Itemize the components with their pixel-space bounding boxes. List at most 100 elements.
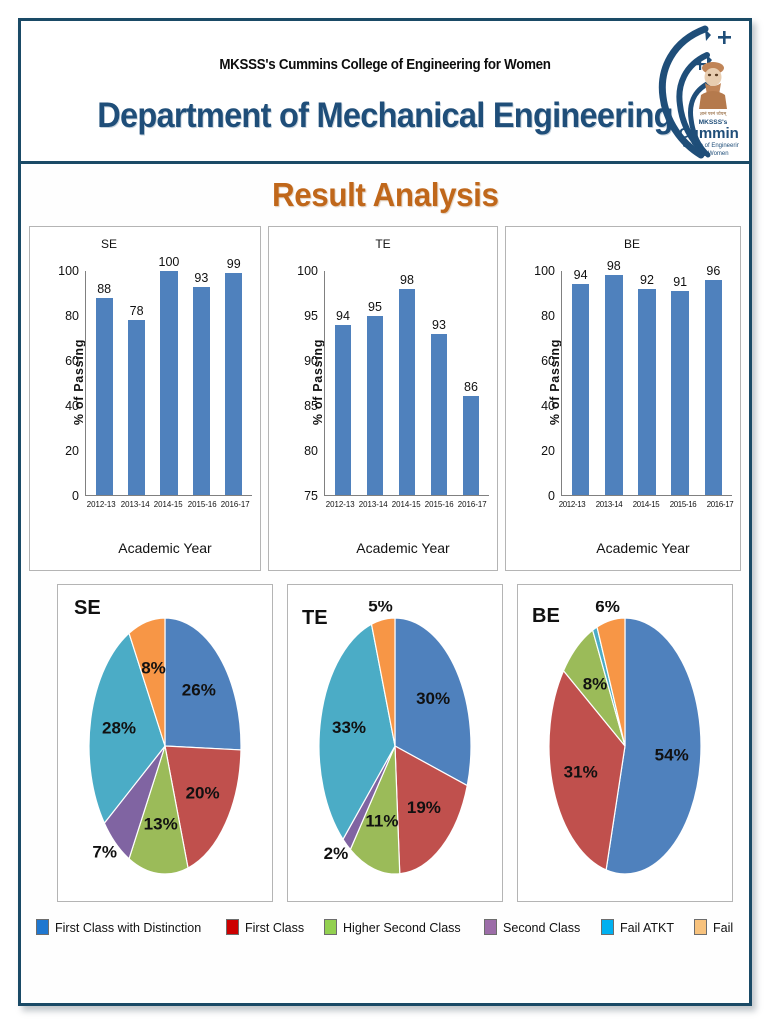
bar-chart-te-xticks: 2012-13 2013-14 2014-15 2015-16 2016-17: [324, 499, 489, 509]
bar: [95, 297, 113, 495]
bar: [225, 273, 243, 495]
xtick: 2014-15: [632, 499, 660, 509]
legend-item-first-class-with-distinction: First Class with Distinction: [35, 919, 209, 935]
bar-item: 93: [425, 271, 452, 495]
pie-chart-be-graphic: 54% 31% 8% 6%: [548, 601, 702, 875]
xtick: 2014-15: [392, 499, 421, 509]
ytick: 80: [541, 309, 555, 323]
pie-chart-te-graphic: 30% 19% 11% 2% 33% 5%: [318, 601, 472, 875]
pie-slice-label: 54%: [655, 745, 689, 764]
pie-slice-label: 28%: [102, 718, 136, 737]
founder-portrait-icon: [699, 62, 727, 109]
ytick: 40: [541, 399, 555, 413]
bar: [671, 291, 689, 495]
bar-chart-be-yticks: 0 20 40 60 80 100: [528, 264, 558, 503]
bar-chart-se-yticks: 0 20 40 60 80 100: [52, 264, 82, 503]
bar: [605, 275, 623, 495]
bar-item: 94: [329, 271, 356, 495]
bar-item: 94: [566, 268, 594, 495]
bar-item: 88: [90, 271, 118, 495]
pie-slice-label: 13%: [144, 814, 178, 833]
pie-chart-te: TE 30% 19% 11% 2% 33% 5%: [287, 584, 503, 902]
xtick: 2012-13: [87, 499, 117, 509]
bar-value-label: 96: [706, 263, 721, 278]
pie-slice-label: 7%: [92, 842, 117, 861]
legend-item-higher-second-class: Higher Second Class: [323, 919, 467, 935]
poster-header: MKSSS's Cummins College of Engineering f…: [21, 21, 749, 164]
bar-item: 98: [393, 271, 420, 495]
legend-swatch-icon: [694, 919, 708, 935]
pie-chart-be-title: BE: [532, 605, 560, 627]
bar-item: 91: [666, 271, 694, 495]
legend-swatch-icon: [323, 919, 337, 935]
xtick: 2015-16: [187, 499, 217, 509]
ytick: 85: [304, 399, 318, 413]
xtick: 2014-15: [154, 499, 183, 509]
pie-slice: [394, 617, 472, 787]
pie-slice-label: 26%: [182, 680, 216, 699]
bar: [430, 333, 448, 495]
ytick: 90: [304, 354, 318, 368]
bar: [366, 315, 384, 495]
bar-item: 93: [188, 271, 216, 495]
bar-value-label: 88: [97, 281, 112, 296]
svg-text:Cummins: Cummins: [679, 125, 739, 142]
bar-item: 100: [155, 255, 183, 495]
bar: [192, 286, 210, 495]
ytick: 80: [304, 444, 318, 458]
bar-value-label: 98: [400, 272, 414, 287]
pie-slice-label: 19%: [407, 798, 441, 817]
ytick: 100: [58, 264, 79, 278]
bar-chart-se-bars: 88 78 100 93: [88, 255, 250, 495]
legend-label: Fail ATKT: [620, 919, 675, 935]
ytick: 75: [304, 489, 318, 503]
title-band: Result Analysis: [21, 164, 749, 226]
ytick: 60: [65, 354, 79, 368]
pie-slice-label: 31%: [564, 762, 598, 781]
pie-slice: [605, 617, 702, 875]
bar-item: 96: [699, 264, 727, 495]
legend-item-fail-atkt: Fail ATKT: [601, 919, 677, 935]
bar-chart-be-bars: 94 98 92 91: [564, 259, 730, 495]
pie-slice-label: 6%: [595, 601, 620, 616]
legend-swatch-icon: [483, 919, 497, 935]
xtick: 2013-14: [359, 499, 388, 509]
legend-item-second-class: Second Class: [483, 919, 584, 935]
pie-slice-label: 30%: [416, 689, 450, 708]
bar: [128, 320, 146, 495]
bar: [638, 288, 656, 495]
pie-charts-row: SE 26% 20% 13% 7% 28% 8% TE 30% 19% 11% 2% 33% 5% …: [21, 574, 749, 904]
bar-chart-se-xlabel: Academic Year: [118, 540, 212, 556]
legend-item-first-class: First Class: [225, 919, 307, 935]
poster-page: MKSSS's Cummins College of Engineering f…: [18, 18, 752, 1006]
cummins-college-logo-icon: ज्ञानं परमं ध्येयम् MKSSS's Cummins Coll…: [658, 25, 739, 159]
ytick: 100: [534, 264, 555, 278]
bar-charts-row: SE % of Passing 0 20 40 60 80 100 88: [21, 226, 749, 574]
ytick: 60: [541, 354, 555, 368]
ytick: 20: [65, 444, 79, 458]
pie-chart-se-title: SE: [74, 597, 101, 619]
bar-value-label: 91: [673, 275, 688, 290]
pie-slice-label: 8%: [583, 674, 608, 693]
bar-chart-te: TE % of Passing 75 80 85 90 95 100 94: [268, 226, 498, 571]
college-name: MKSSS's Cummins College of Engineering f…: [219, 57, 551, 73]
bar-value-label: 98: [606, 259, 621, 274]
ytick: 95: [304, 309, 318, 323]
xtick: 2016-17: [220, 499, 250, 509]
bar-value-label: 94: [336, 308, 350, 323]
pie-chart-be: BE 54% 31% 8% 6%: [517, 584, 733, 902]
pie-slice: [318, 623, 396, 841]
bar: [571, 284, 590, 495]
bar: [704, 279, 723, 495]
bar-chart-te-title: TE: [375, 237, 391, 251]
result-legend: First Class with Distinction First Class…: [21, 904, 749, 950]
legend-label: Fail: [713, 919, 734, 935]
bar-chart-te-bars: 94 95 98 93: [327, 271, 487, 495]
department-name: Department of Mechanical Engineering: [97, 96, 673, 135]
pie-slice: [164, 617, 242, 751]
legend-swatch-icon: [225, 919, 239, 935]
xtick: 2012-13: [326, 499, 355, 509]
svg-text:College of Engineering: College of Engineering: [683, 143, 739, 149]
legend-swatch-icon: [601, 919, 615, 935]
pie-slice: [128, 617, 166, 747]
